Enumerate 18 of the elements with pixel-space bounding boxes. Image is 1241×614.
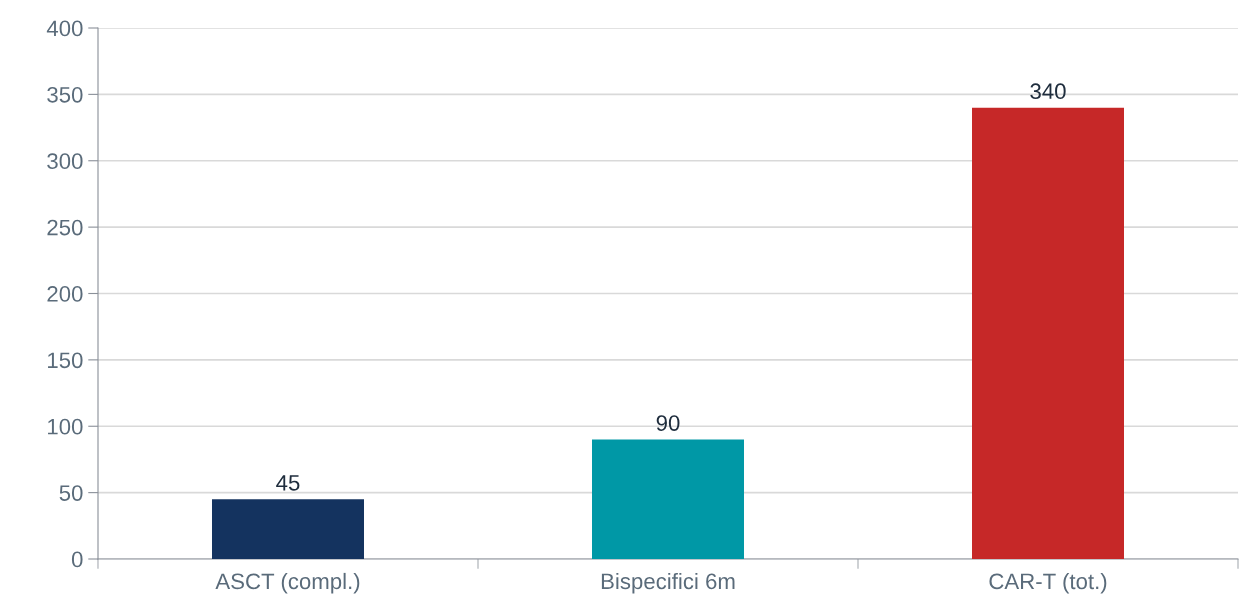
y-tick-label: 0 [71, 551, 83, 568]
y-tick-label: 400 [46, 20, 83, 37]
x-tick-label: Bispecifici 6m [601, 572, 735, 594]
x-tick-label: ASCT (compl.) [215, 572, 360, 594]
data-label: 90 [656, 415, 680, 431]
bar [592, 439, 744, 559]
bar [972, 107, 1124, 559]
y-tick-label: 150 [48, 352, 83, 369]
bar [212, 499, 364, 559]
y-tick-label: 50 [59, 485, 83, 501]
y-tick-label: 300 [47, 153, 83, 170]
y-tick-label: 100 [48, 418, 83, 435]
y-tick-label: 250 [47, 219, 83, 236]
data-label: 340 [1030, 83, 1066, 100]
data-label: 45 [276, 475, 300, 491]
y-tick-label: 200 [47, 286, 83, 302]
y-tick-label: 350 [47, 86, 83, 103]
x-tick-label: CAR-T (tot.) [989, 572, 1107, 594]
